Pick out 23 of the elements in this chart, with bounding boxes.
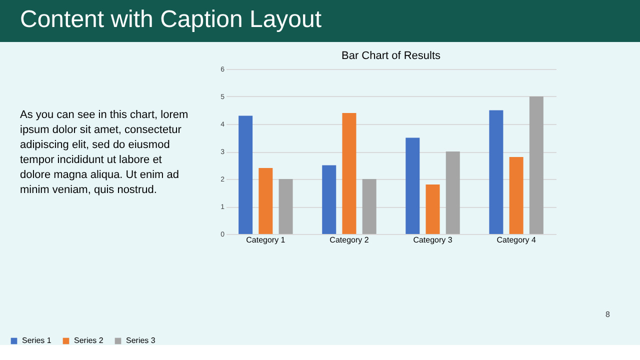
bar <box>406 138 420 234</box>
bar <box>278 179 293 234</box>
bar <box>489 110 504 234</box>
x-tick-label: Category 1 <box>246 236 286 244</box>
bar <box>426 184 440 234</box>
bar <box>322 165 336 234</box>
bar <box>238 116 253 234</box>
x-tick-label: Category 2 <box>330 236 370 244</box>
bar <box>342 113 356 234</box>
text: As you can see in this chart, lorem ipsum dolor sit amet, consectetur adipiscing elit, sed do eiusmod tempor incididunt ut labore et dolore magna aliqua. Ut enim ad minim veniam, quis nostrud. <box>20 109 188 196</box>
text: 8 <box>606 310 611 319</box>
chart-title: Bar Chart of Results <box>341 50 442 62</box>
bar <box>529 96 544 234</box>
text: Content with Caption Layout <box>20 6 322 33</box>
x-tick-label: Category 3 <box>413 236 453 244</box>
legend-label: Series 1 <box>22 336 52 345</box>
bar <box>258 168 273 234</box>
bar <box>446 152 460 234</box>
x-tick-label: Category 4 <box>496 236 536 244</box>
bar <box>362 179 376 234</box>
legend-label: Series 3 <box>126 336 156 345</box>
bar <box>509 157 524 234</box>
legend-label: Series 2 <box>74 336 104 345</box>
